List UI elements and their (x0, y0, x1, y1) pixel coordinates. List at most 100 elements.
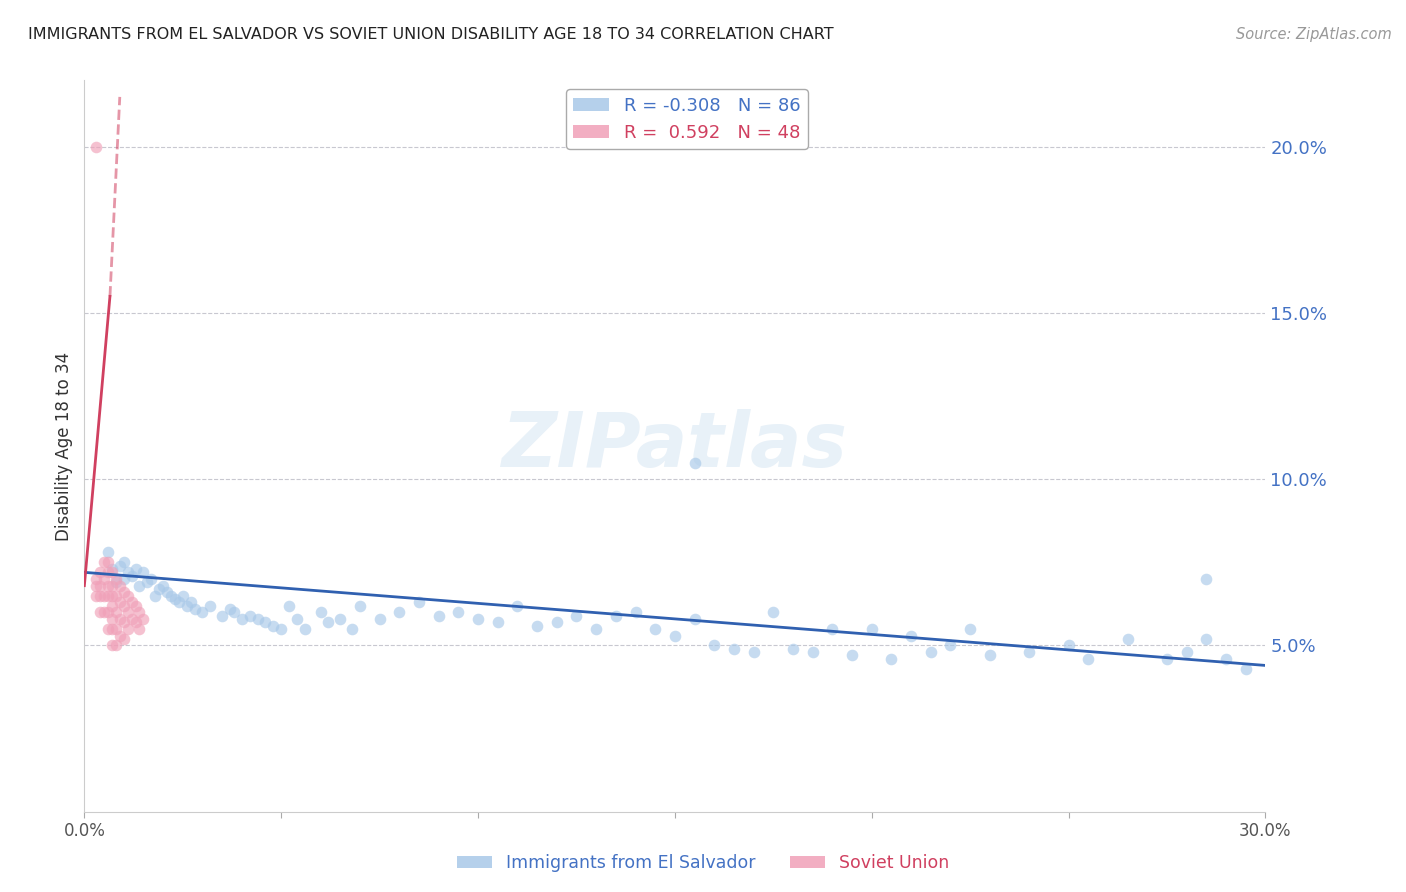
Point (93, 555, 115, 569)
Point (160, 589, 183, 603)
Point (121, 568, 143, 582)
Point (920, 645, 942, 659)
Point (93, 572, 115, 586)
Point (97, 579, 120, 593)
Point (486, 615, 509, 630)
Point (880, 652, 903, 666)
Point (801, 645, 824, 659)
Point (104, 622, 127, 636)
Point (93, 605, 115, 619)
Point (239, 608, 262, 623)
Point (1215, 652, 1237, 666)
Point (222, 605, 245, 619)
Point (101, 589, 124, 603)
Point (939, 639, 962, 653)
Point (97, 555, 120, 569)
Point (340, 622, 363, 636)
Point (117, 622, 139, 636)
Point (329, 612, 352, 626)
Point (467, 612, 489, 626)
Point (97, 589, 120, 603)
Point (112, 585, 135, 599)
Point (703, 639, 725, 653)
Point (101, 599, 124, 613)
Point (1175, 645, 1198, 659)
Point (683, 612, 706, 626)
Point (900, 628, 922, 642)
Point (136, 575, 159, 590)
Point (200, 599, 222, 613)
Point (101, 612, 124, 626)
Point (117, 605, 139, 619)
Point (108, 558, 131, 573)
Point (683, 456, 706, 470)
Point (506, 599, 529, 613)
Point (285, 612, 308, 626)
Point (624, 605, 647, 619)
Point (183, 602, 205, 616)
Point (104, 589, 127, 603)
Point (128, 579, 150, 593)
Point (124, 615, 146, 630)
Point (388, 605, 411, 619)
Point (1156, 652, 1178, 666)
Point (101, 639, 124, 653)
Point (101, 579, 124, 593)
Point (408, 595, 430, 609)
Point (121, 595, 143, 609)
Point (104, 605, 127, 619)
Point (526, 618, 548, 632)
Point (723, 641, 745, 656)
Point (84, 140, 107, 154)
Point (172, 589, 194, 603)
Point (211, 608, 233, 623)
Point (1195, 572, 1218, 586)
Point (167, 595, 190, 609)
Point (84, 572, 107, 586)
Point (112, 572, 135, 586)
Point (1195, 632, 1218, 646)
Point (821, 622, 844, 636)
Point (959, 622, 981, 636)
Point (191, 605, 214, 619)
Point (132, 612, 155, 626)
Point (349, 599, 371, 613)
Point (108, 612, 131, 626)
Point (124, 562, 146, 576)
Point (117, 566, 139, 580)
Point (180, 595, 202, 609)
Point (93, 589, 115, 603)
Point (108, 579, 131, 593)
Point (97, 566, 120, 580)
Point (762, 605, 785, 619)
Point (644, 622, 666, 636)
Point (585, 622, 607, 636)
Point (89, 566, 111, 580)
Point (148, 582, 170, 596)
Point (104, 639, 127, 653)
Point (546, 615, 568, 630)
Point (368, 612, 391, 626)
Point (262, 618, 284, 632)
Point (270, 622, 292, 636)
Point (121, 612, 143, 626)
Point (156, 585, 179, 599)
Point (143, 589, 166, 603)
Point (246, 612, 269, 626)
Point (605, 608, 627, 623)
Point (782, 641, 804, 656)
Text: ZIPatlas: ZIPatlas (502, 409, 848, 483)
Point (112, 555, 135, 569)
Point (1057, 639, 1080, 653)
Point (84, 589, 107, 603)
Point (309, 605, 332, 619)
Legend: Immigrants from El Salvador, Soviet Union: Immigrants from El Salvador, Soviet Unio… (450, 847, 956, 879)
Point (128, 622, 150, 636)
Point (254, 615, 277, 630)
Point (742, 645, 765, 659)
Point (565, 608, 588, 623)
Point (112, 615, 135, 630)
Point (1234, 662, 1257, 676)
Point (841, 648, 863, 663)
Point (101, 562, 124, 576)
